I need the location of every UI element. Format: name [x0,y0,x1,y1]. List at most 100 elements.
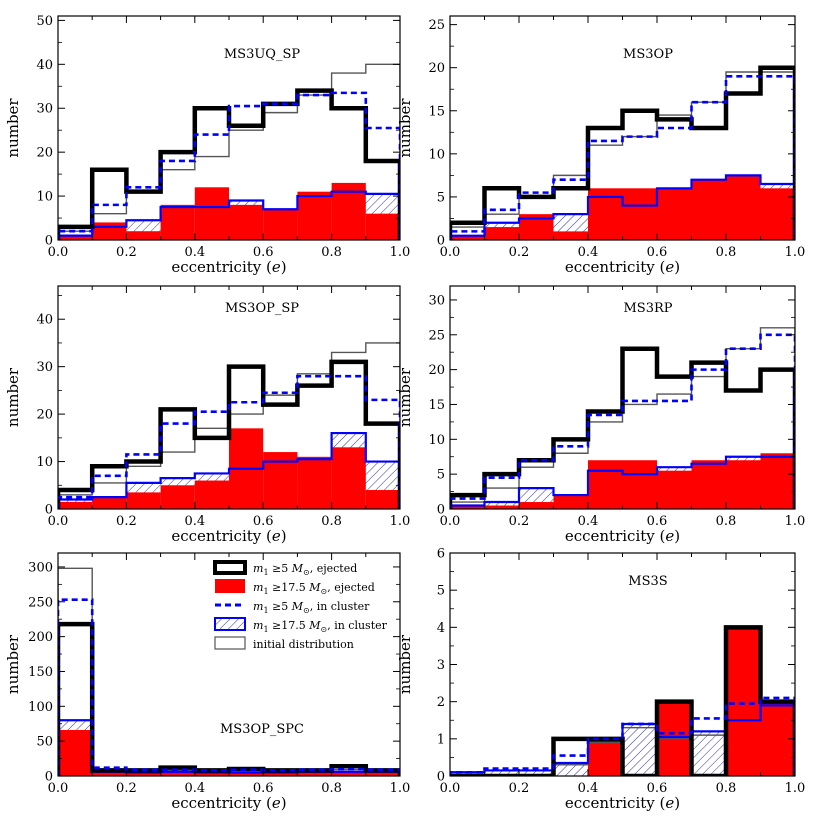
x-axis-label: eccentricity (e) [171,527,286,545]
panel-ms3rp: 0.0 0.2 0.4 0.6 0.8 1.0 0 5 10 15 20 25 30 eccentrici… [396,285,805,545]
plot-area [450,625,795,776]
x-tick-label: 1.0 [390,245,411,260]
y-tick-label: 40 [36,313,53,328]
x-tick-label: 0.4 [184,245,205,260]
y-tick-label: 30 [36,102,53,117]
line-ejected-all [58,621,400,776]
legend-item-m1_17_cluster: m1 ≥17.5 M⊙, in cluster [214,617,388,634]
y-tick-label: 30 [36,360,53,375]
bar-ejected-massive [92,772,127,776]
bar-ejected-massive [58,501,93,509]
bar-ejected-massive [229,773,264,776]
bar-ejected-massive [588,460,623,509]
legend-item-m1_17_ejected: m1 ≥17.5 M⊙, ejected [215,579,375,596]
y-tick-label: 30 [428,293,445,308]
legend-item-m1_5_cluster: m1 ≥5 M⊙, in cluster [215,600,370,615]
y-tick-label: 20 [428,61,445,76]
x-tick-label: 0.8 [321,514,342,529]
y-axis-label: number [4,367,22,427]
panel-title: MS3S [628,574,667,589]
panel-ms3op-spc: 0.0 0.2 0.4 0.6 0.8 1.0 0 50 100 150 200 250 300 ecce… [4,552,411,812]
line-ejected-all [450,65,795,240]
plot-area [58,567,400,776]
panel-ms3s: 0.0 0.2 0.4 0.6 0.8 1.0 0 1 2 3 4 5 6 eccentricity (e… [396,547,805,813]
bar-cluster-massive-hatch [519,770,554,776]
x-tick-label: 1.0 [390,781,411,796]
bar-ejected-massive [160,204,195,240]
bar-ejected-massive [588,740,623,776]
x-tick-label: 0.8 [716,245,737,260]
bar-ejected-massive [126,231,161,240]
y-tick-label: 300 [28,560,53,575]
y-tick-label: 40 [36,58,53,73]
x-tick-label: 0.0 [440,514,461,529]
line-cluster-massive [450,455,795,509]
bar-ejected-massive [553,495,588,509]
legend-swatch-ejected-all [213,560,247,575]
x-tick-label: 0.6 [647,514,668,529]
x-axis-label: eccentricity (e) [565,258,680,276]
y-tick-label: 0 [437,770,445,785]
bar-ejected-massive [92,497,127,509]
x-tick-label: 0.2 [116,514,137,529]
y-tick-label: 20 [428,363,445,378]
bar-cluster-massive-hatch [553,762,588,776]
panels: 0.0 0.2 0.4 0.6 0.8 1.001020304050eccentricit… [4,14,805,812]
x-tick-label: 0.2 [509,781,530,796]
panel-title: MS3OP_SP [225,301,299,316]
line-cluster-all [450,75,795,240]
x-tick-label: 0.2 [509,514,530,529]
panel-ms3op-sp: 0.0 0.2 0.4 0.6 0.8 1.0 0 10 20 30 40 eccentricity … [4,285,411,545]
bar-ejected-massive [263,773,298,776]
y-axis-label: number [4,98,22,158]
bar-ejected-massive [58,730,93,776]
bar-cluster-massive-hatch [691,731,726,776]
legend-swatch-initial [214,636,246,650]
bar-ejected-massive [160,485,195,509]
x-tick-label: 0.6 [253,245,274,260]
line-ejected-all [58,359,400,509]
bar-ejected-massive [760,453,795,509]
y-tick-label: 5 [437,468,445,483]
y-tick-label: 0 [437,503,445,518]
panel-title: MS3RP [623,301,672,316]
line-cluster-all [58,91,400,240]
x-tick-label: 0.8 [321,781,342,796]
plot-area [450,65,795,240]
panel-title: MS3UQ_SP [224,47,301,62]
x-tick-label: 0.8 [716,781,737,796]
y-tick-label: 10 [36,455,53,470]
x-tick-label: 0.0 [440,245,461,260]
y-tick-label: 2 [437,695,445,710]
y-axis-label: number [4,634,22,694]
bar-ejected-massive [58,235,93,240]
y-tick-label: 250 [28,595,53,610]
bar-ejected-massive [726,627,761,776]
legend-swatch-ejected-massive [215,579,245,593]
bar-ejected-massive [760,188,795,240]
plot-area [450,327,795,509]
line-cluster-massive [58,431,400,509]
bar-ejected-massive [450,505,485,509]
y-tick-label: 0 [45,770,53,785]
bar-ejected-massive [365,772,400,776]
bar-ejected-massive [691,179,726,240]
x-tick-label: 1.0 [390,514,411,529]
x-tick-label: 0.6 [253,781,274,796]
y-tick-label: 0 [45,503,53,518]
x-tick-label: 0.2 [116,781,137,796]
y-axis-label: number [396,634,414,694]
x-axis-label: eccentricity (e) [565,794,680,812]
bar-ejected-massive [450,235,485,240]
legend-swatch-cluster-massive [214,617,246,631]
bar-cluster-massive-hatch [484,770,519,776]
bar-ejected-massive [194,187,229,240]
bar-ejected-massive [691,460,726,509]
plot-area [58,342,400,509]
x-tick-label: 0.6 [647,245,668,260]
x-tick-label: 1.0 [785,781,806,796]
x-tick-label: 0.0 [48,781,69,796]
y-tick-label: 4 [437,621,445,636]
plot-area [58,63,400,240]
